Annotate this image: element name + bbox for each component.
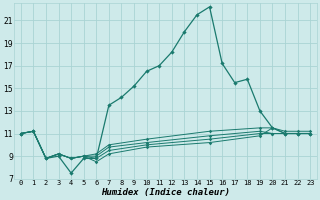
X-axis label: Humidex (Indice chaleur): Humidex (Indice chaleur) bbox=[101, 188, 230, 197]
